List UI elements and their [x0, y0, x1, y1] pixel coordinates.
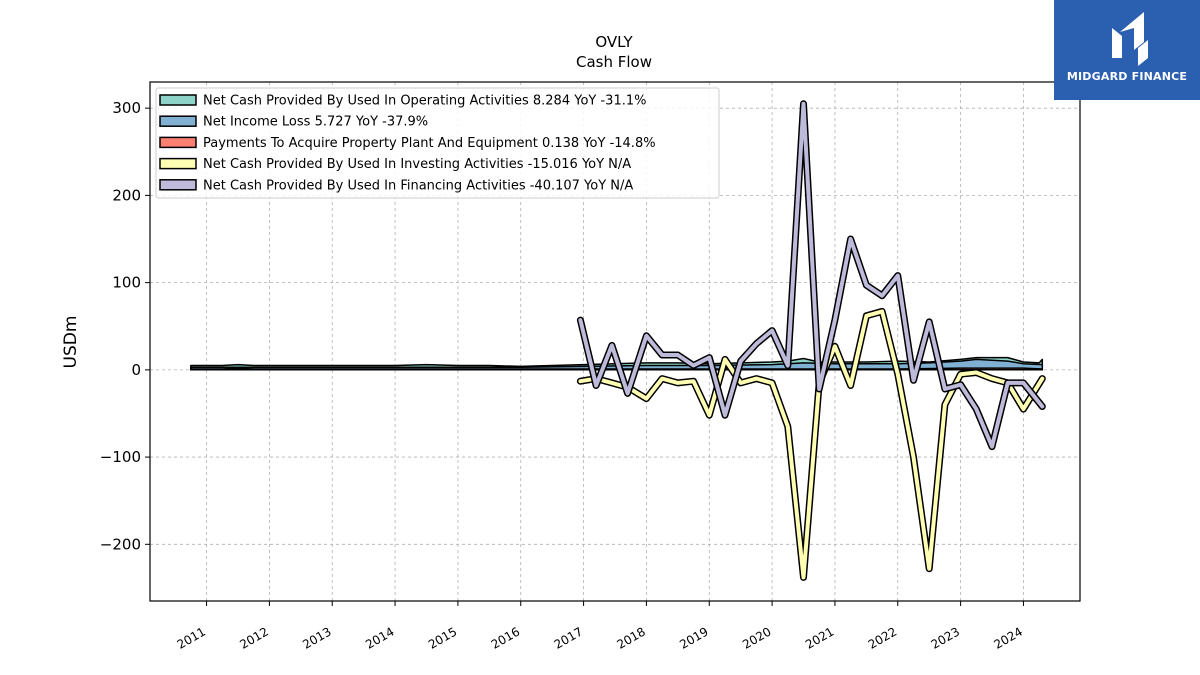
- line-series-outline-3: [576, 307, 1046, 581]
- legend-label: Net Cash Provided By Used In Financing A…: [203, 178, 633, 193]
- chart-title: OVLY: [595, 33, 633, 51]
- x-tick-label: 2024: [991, 624, 1024, 651]
- x-tick-label: 2017: [552, 624, 585, 651]
- x-tick-label: 2012: [237, 624, 270, 651]
- logo-text: MIDGARD FINANCE: [1066, 70, 1188, 83]
- x-tick-label: 2013: [300, 624, 333, 651]
- legend-swatch: [159, 179, 197, 191]
- y-tick-label: 300: [112, 99, 141, 117]
- x-tick-label: 2023: [929, 624, 962, 651]
- legend-box: [155, 87, 720, 199]
- midgard-finance-logo: MIDGARD FINANCE: [1054, 0, 1200, 100]
- x-axis-ticks: 2011 2012 2013 2014 2015 2016 2017 2018 2019 2020…: [175, 601, 1025, 652]
- x-tick-label: 2011: [175, 624, 208, 651]
- y-tick-label: 200: [112, 186, 141, 204]
- y-tick-label: −200: [100, 535, 141, 553]
- x-tick-label: 2019: [677, 624, 710, 651]
- x-tick-label: 2021: [803, 624, 836, 651]
- line-series-4: [578, 101, 1045, 449]
- line-series: [576, 100, 1046, 581]
- x-tick-label: 2014: [363, 624, 396, 651]
- legend-label: Net Cash Provided By Used In Investing A…: [203, 157, 631, 172]
- plot-frame: [149, 81, 1081, 602]
- chart-subtitle: Cash Flow: [576, 53, 652, 71]
- x-tick-label: 2018: [614, 624, 647, 651]
- legend-swatch: [159, 136, 197, 149]
- x-tick-label: 2016: [489, 624, 522, 651]
- area-series-2: [190, 367, 1044, 371]
- legend-label: Payments To Acquire Property Plant And E…: [203, 136, 656, 151]
- x-tick-label: 2020: [740, 624, 773, 651]
- y-tick-label: 100: [112, 274, 141, 292]
- y-axis-label: USDm: [61, 316, 81, 369]
- legend-swatch: [159, 94, 197, 106]
- line-series-3: [578, 309, 1045, 580]
- legend-label: Net Income Loss 5.727 YoY -37.9%: [203, 115, 428, 130]
- legend: Net Cash Provided By Used In Operating A…: [155, 87, 720, 199]
- legend-swatch: [159, 157, 197, 170]
- x-tick-label: 2022: [866, 624, 899, 651]
- y-tick-label: 0: [131, 361, 141, 379]
- legend-label: Net Cash Provided By Used In Operating A…: [203, 94, 646, 109]
- y-tick-label: −100: [100, 448, 141, 466]
- y-axis-ticks: 300 200 100 0 −100 −200: [100, 99, 150, 553]
- x-tick-label: 2015: [426, 624, 459, 651]
- logo-mark-icon: [1112, 12, 1148, 66]
- legend-swatch: [159, 115, 197, 127]
